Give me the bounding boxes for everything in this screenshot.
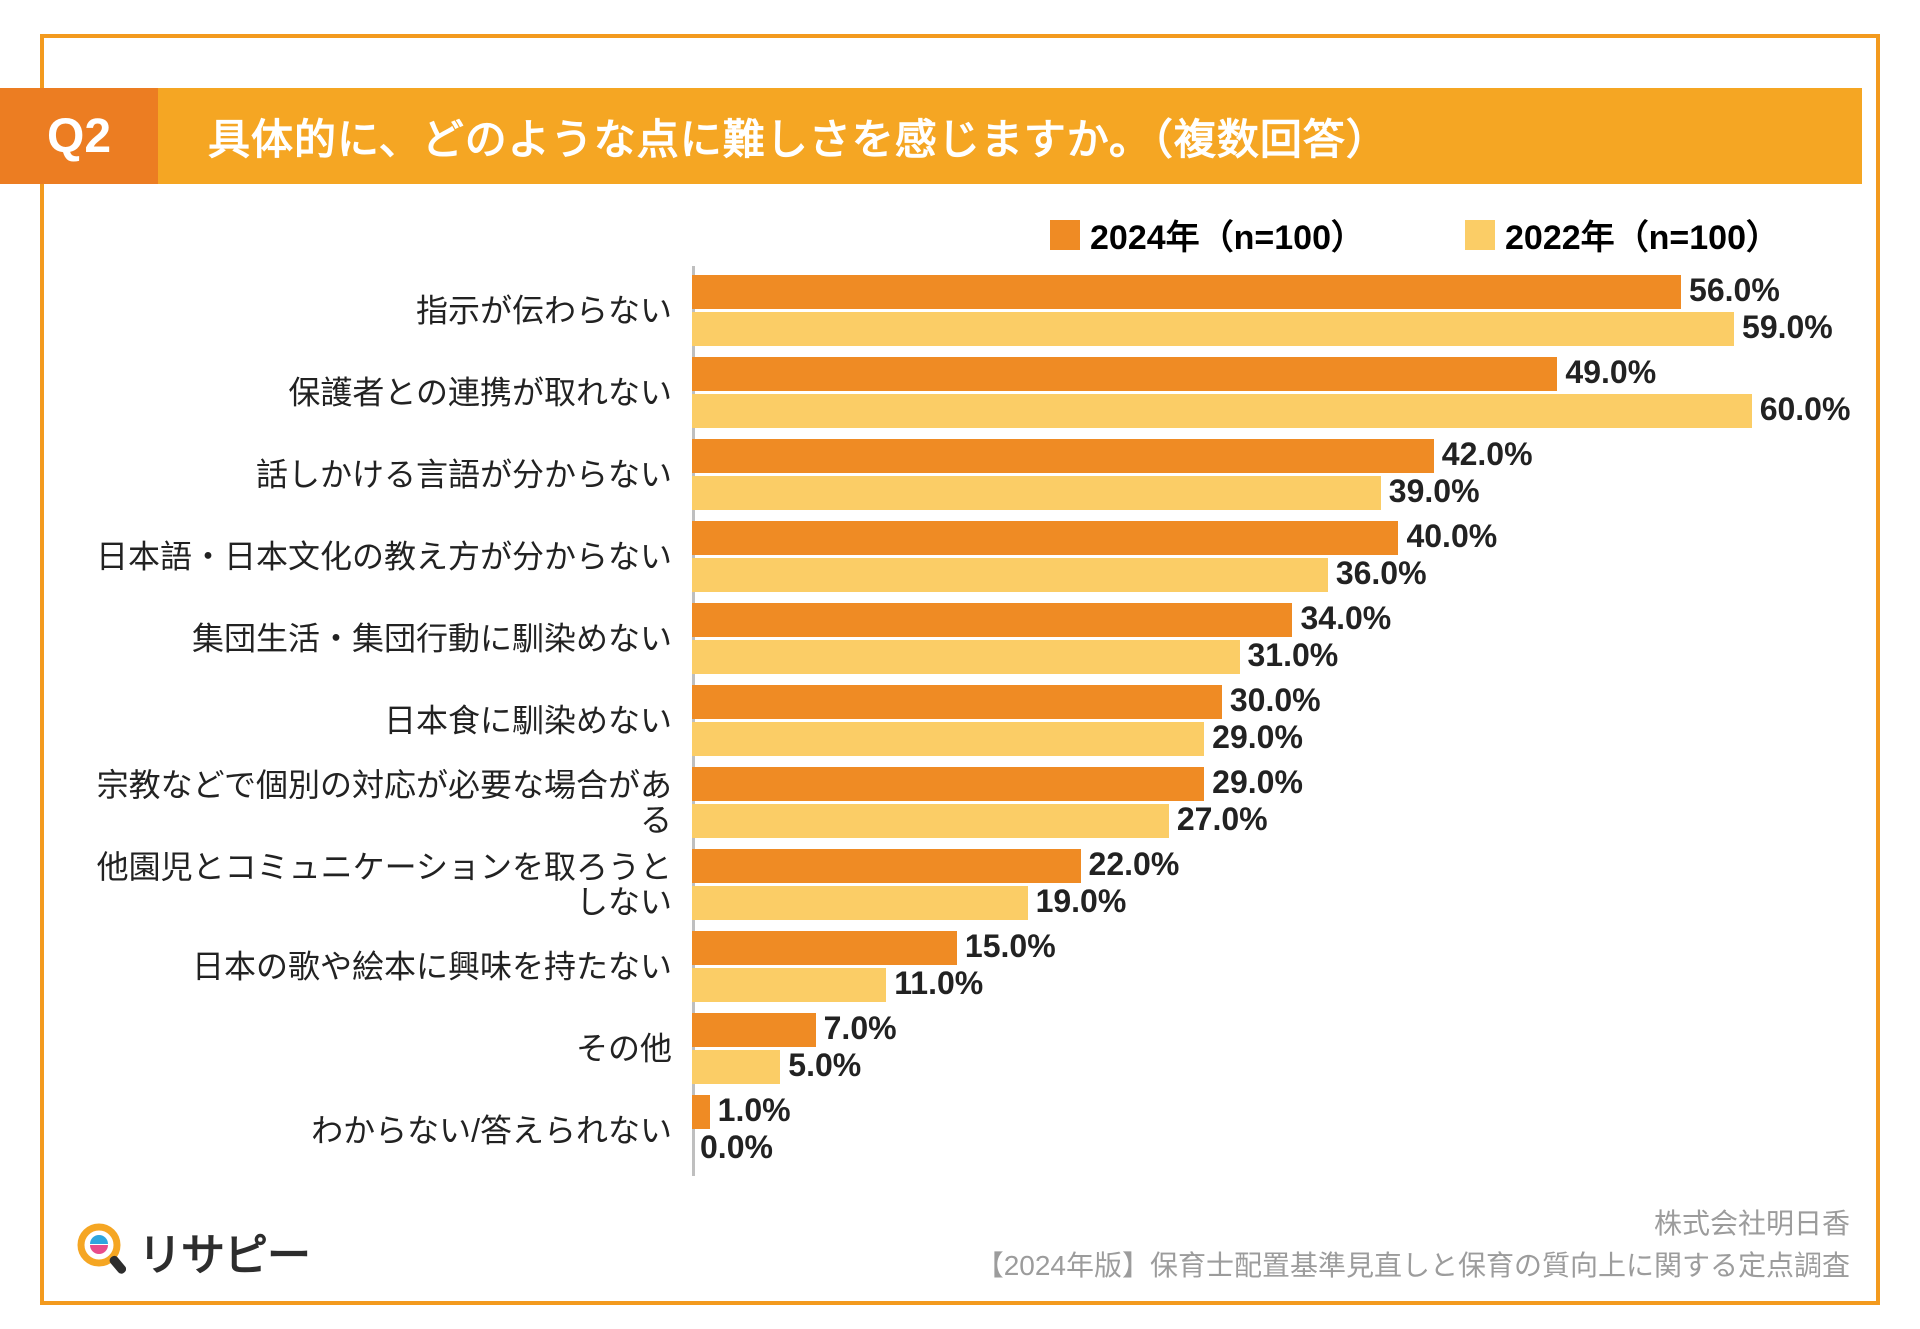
bar-track: 56.0% 59.0% <box>692 270 1840 352</box>
value-2024: 56.0% <box>1689 274 1780 306</box>
legend-swatch-2024 <box>1050 220 1080 250</box>
legend-item-2022: 2022年（n=100） <box>1465 210 1780 259</box>
category-label: その他 <box>80 1031 680 1066</box>
value-2022: 11.0% <box>894 967 983 999</box>
bar-2024 <box>692 521 1398 555</box>
bar-2024 <box>692 931 957 965</box>
bar-2022 <box>692 968 886 1002</box>
chart-row: わからない/答えられない 1.0% 0.0% <box>80 1090 1840 1172</box>
bar-track: 42.0% 39.0% <box>692 434 1840 516</box>
value-2024: 29.0% <box>1212 766 1303 798</box>
value-2022: 29.0% <box>1212 721 1303 753</box>
bar-2024 <box>692 685 1222 719</box>
bar-2022 <box>692 312 1734 346</box>
bar-track: 1.0% 0.0% <box>692 1090 1840 1172</box>
bar-2022 <box>692 886 1028 920</box>
magnifier-icon <box>76 1222 126 1280</box>
bar-track: 30.0% 29.0% <box>692 680 1840 762</box>
category-label: 日本食に馴染めない <box>80 703 680 738</box>
category-label: 指示が伝わらない <box>80 293 680 328</box>
bar-2022 <box>692 476 1381 510</box>
chart-row: 話しかける言語が分からない 42.0% 39.0% <box>80 434 1840 516</box>
chart-area: 2024年（n=100） 2022年（n=100） 指示が伝わらない56.0%5… <box>80 210 1840 1199</box>
value-2024: 34.0% <box>1300 602 1391 634</box>
bar-2024 <box>692 439 1434 473</box>
question-number: Q2 <box>0 88 158 184</box>
logo-inner-bottom <box>90 1245 108 1254</box>
category-label: 日本の歌や絵本に興味を持たない <box>80 949 680 984</box>
value-2022: 19.0% <box>1036 885 1127 917</box>
chart-row: その他 7.0% 5.0% <box>80 1008 1840 1090</box>
question-title: 具体的に、どのような点に難しさを感じますか。（複数回答） <box>158 88 1862 184</box>
footer-line2: 【2024年版】保育士配置基準見直しと保育の質向上に関する定点調査 <box>976 1245 1850 1287</box>
value-2022: 27.0% <box>1177 803 1268 835</box>
bar-track: 34.0% 31.0% <box>692 598 1840 680</box>
bar-2022 <box>692 722 1204 756</box>
bar-2024 <box>692 849 1081 883</box>
category-label: 日本語・日本文化の教え方が分からない <box>80 539 680 574</box>
bar-2022 <box>692 640 1240 674</box>
chart-row: 日本食に馴染めない 30.0% 29.0% <box>80 680 1840 762</box>
category-label: 宗教などで個別の対応が必要な場合がある <box>80 768 680 838</box>
value-2024: 15.0% <box>965 930 1056 962</box>
legend-label-2024: 2024年（n=100） <box>1090 210 1365 259</box>
bar-2024 <box>692 603 1292 637</box>
bar-2022 <box>692 394 1752 428</box>
category-label: 他園児とコミュニケーションを取ろうとしない <box>80 850 680 920</box>
bar-2024 <box>692 767 1204 801</box>
legend-item-2024: 2024年（n=100） <box>1050 210 1365 259</box>
value-2024: 49.0% <box>1565 356 1656 388</box>
value-2022: 0.0% <box>700 1131 773 1163</box>
value-2024: 42.0% <box>1442 438 1533 470</box>
chart-row: 日本語・日本文化の教え方が分からない 40.0% 36.0% <box>80 516 1840 598</box>
legend-label-2022: 2022年（n=100） <box>1505 210 1780 259</box>
category-label: わからない/答えられない <box>80 1113 680 1148</box>
bar-track: 29.0% 27.0% <box>692 762 1840 844</box>
bar-track: 7.0% 5.0% <box>692 1008 1840 1090</box>
legend-swatch-2022 <box>1465 220 1495 250</box>
header-band: Q2 具体的に、どのような点に難しさを感じますか。（複数回答） <box>0 88 1862 184</box>
frame-left-top <box>40 34 44 88</box>
bar-2024 <box>692 275 1681 309</box>
footer-line1: 株式会社明日香 <box>976 1203 1850 1245</box>
chart-row: 宗教などで個別の対応が必要な場合がある 29.0% 27.0% <box>80 762 1840 844</box>
bar-track: 40.0% 36.0% <box>692 516 1840 598</box>
value-2022: 60.0% <box>1760 393 1851 425</box>
value-2022: 36.0% <box>1336 557 1427 589</box>
chart-row: 指示が伝わらない 56.0% 59.0% <box>80 270 1840 352</box>
bar-2022 <box>692 558 1328 592</box>
bar-2024 <box>692 1013 816 1047</box>
value-2022: 39.0% <box>1389 475 1480 507</box>
bar-2022 <box>692 804 1169 838</box>
category-label: 話しかける言語が分からない <box>80 457 680 492</box>
bar-track: 49.0%60.0% <box>692 352 1840 434</box>
value-2024: 1.0% <box>718 1094 791 1126</box>
value-2022: 31.0% <box>1248 639 1339 671</box>
chart-row: 集団生活・集団行動に馴染めない 34.0% 31.0% <box>80 598 1840 680</box>
chart-row: 日本の歌や絵本に興味を持たない 15.0% 11.0% <box>80 926 1840 1008</box>
chart-row: 他園児とコミュニケーションを取ろうとしない 22.0% 19.0% <box>80 844 1840 926</box>
bar-2024 <box>692 357 1557 391</box>
brand-logo: リサピー <box>76 1219 310 1283</box>
frame-left-bottom <box>40 184 44 1305</box>
brand-name: リサピー <box>138 1219 310 1283</box>
bar-track: 15.0% 11.0% <box>692 926 1840 1008</box>
bar-2022 <box>692 1050 780 1084</box>
bar-2024 <box>692 1095 710 1129</box>
chart-row: 保護者との連携が取れない 49.0%60.0% <box>80 352 1840 434</box>
value-2022: 5.0% <box>788 1049 861 1081</box>
category-label: 保護者との連携が取れない <box>80 375 680 410</box>
value-2022: 59.0% <box>1742 311 1833 343</box>
value-2024: 7.0% <box>824 1012 897 1044</box>
legend: 2024年（n=100） 2022年（n=100） <box>1050 210 1780 259</box>
bar-track: 22.0% 19.0% <box>692 844 1840 926</box>
value-2024: 22.0% <box>1089 848 1180 880</box>
category-label: 集団生活・集団行動に馴染めない <box>80 621 680 656</box>
value-2024: 40.0% <box>1406 520 1497 552</box>
logo-inner-top <box>90 1235 108 1244</box>
footer-credit: 株式会社明日香 【2024年版】保育士配置基準見直しと保育の質向上に関する定点調… <box>976 1203 1850 1287</box>
bars-region: 指示が伝わらない 56.0% 59.0% 保護者との連携が取れない 49.0%60.0%… <box>80 270 1840 1199</box>
value-2024: 30.0% <box>1230 684 1321 716</box>
